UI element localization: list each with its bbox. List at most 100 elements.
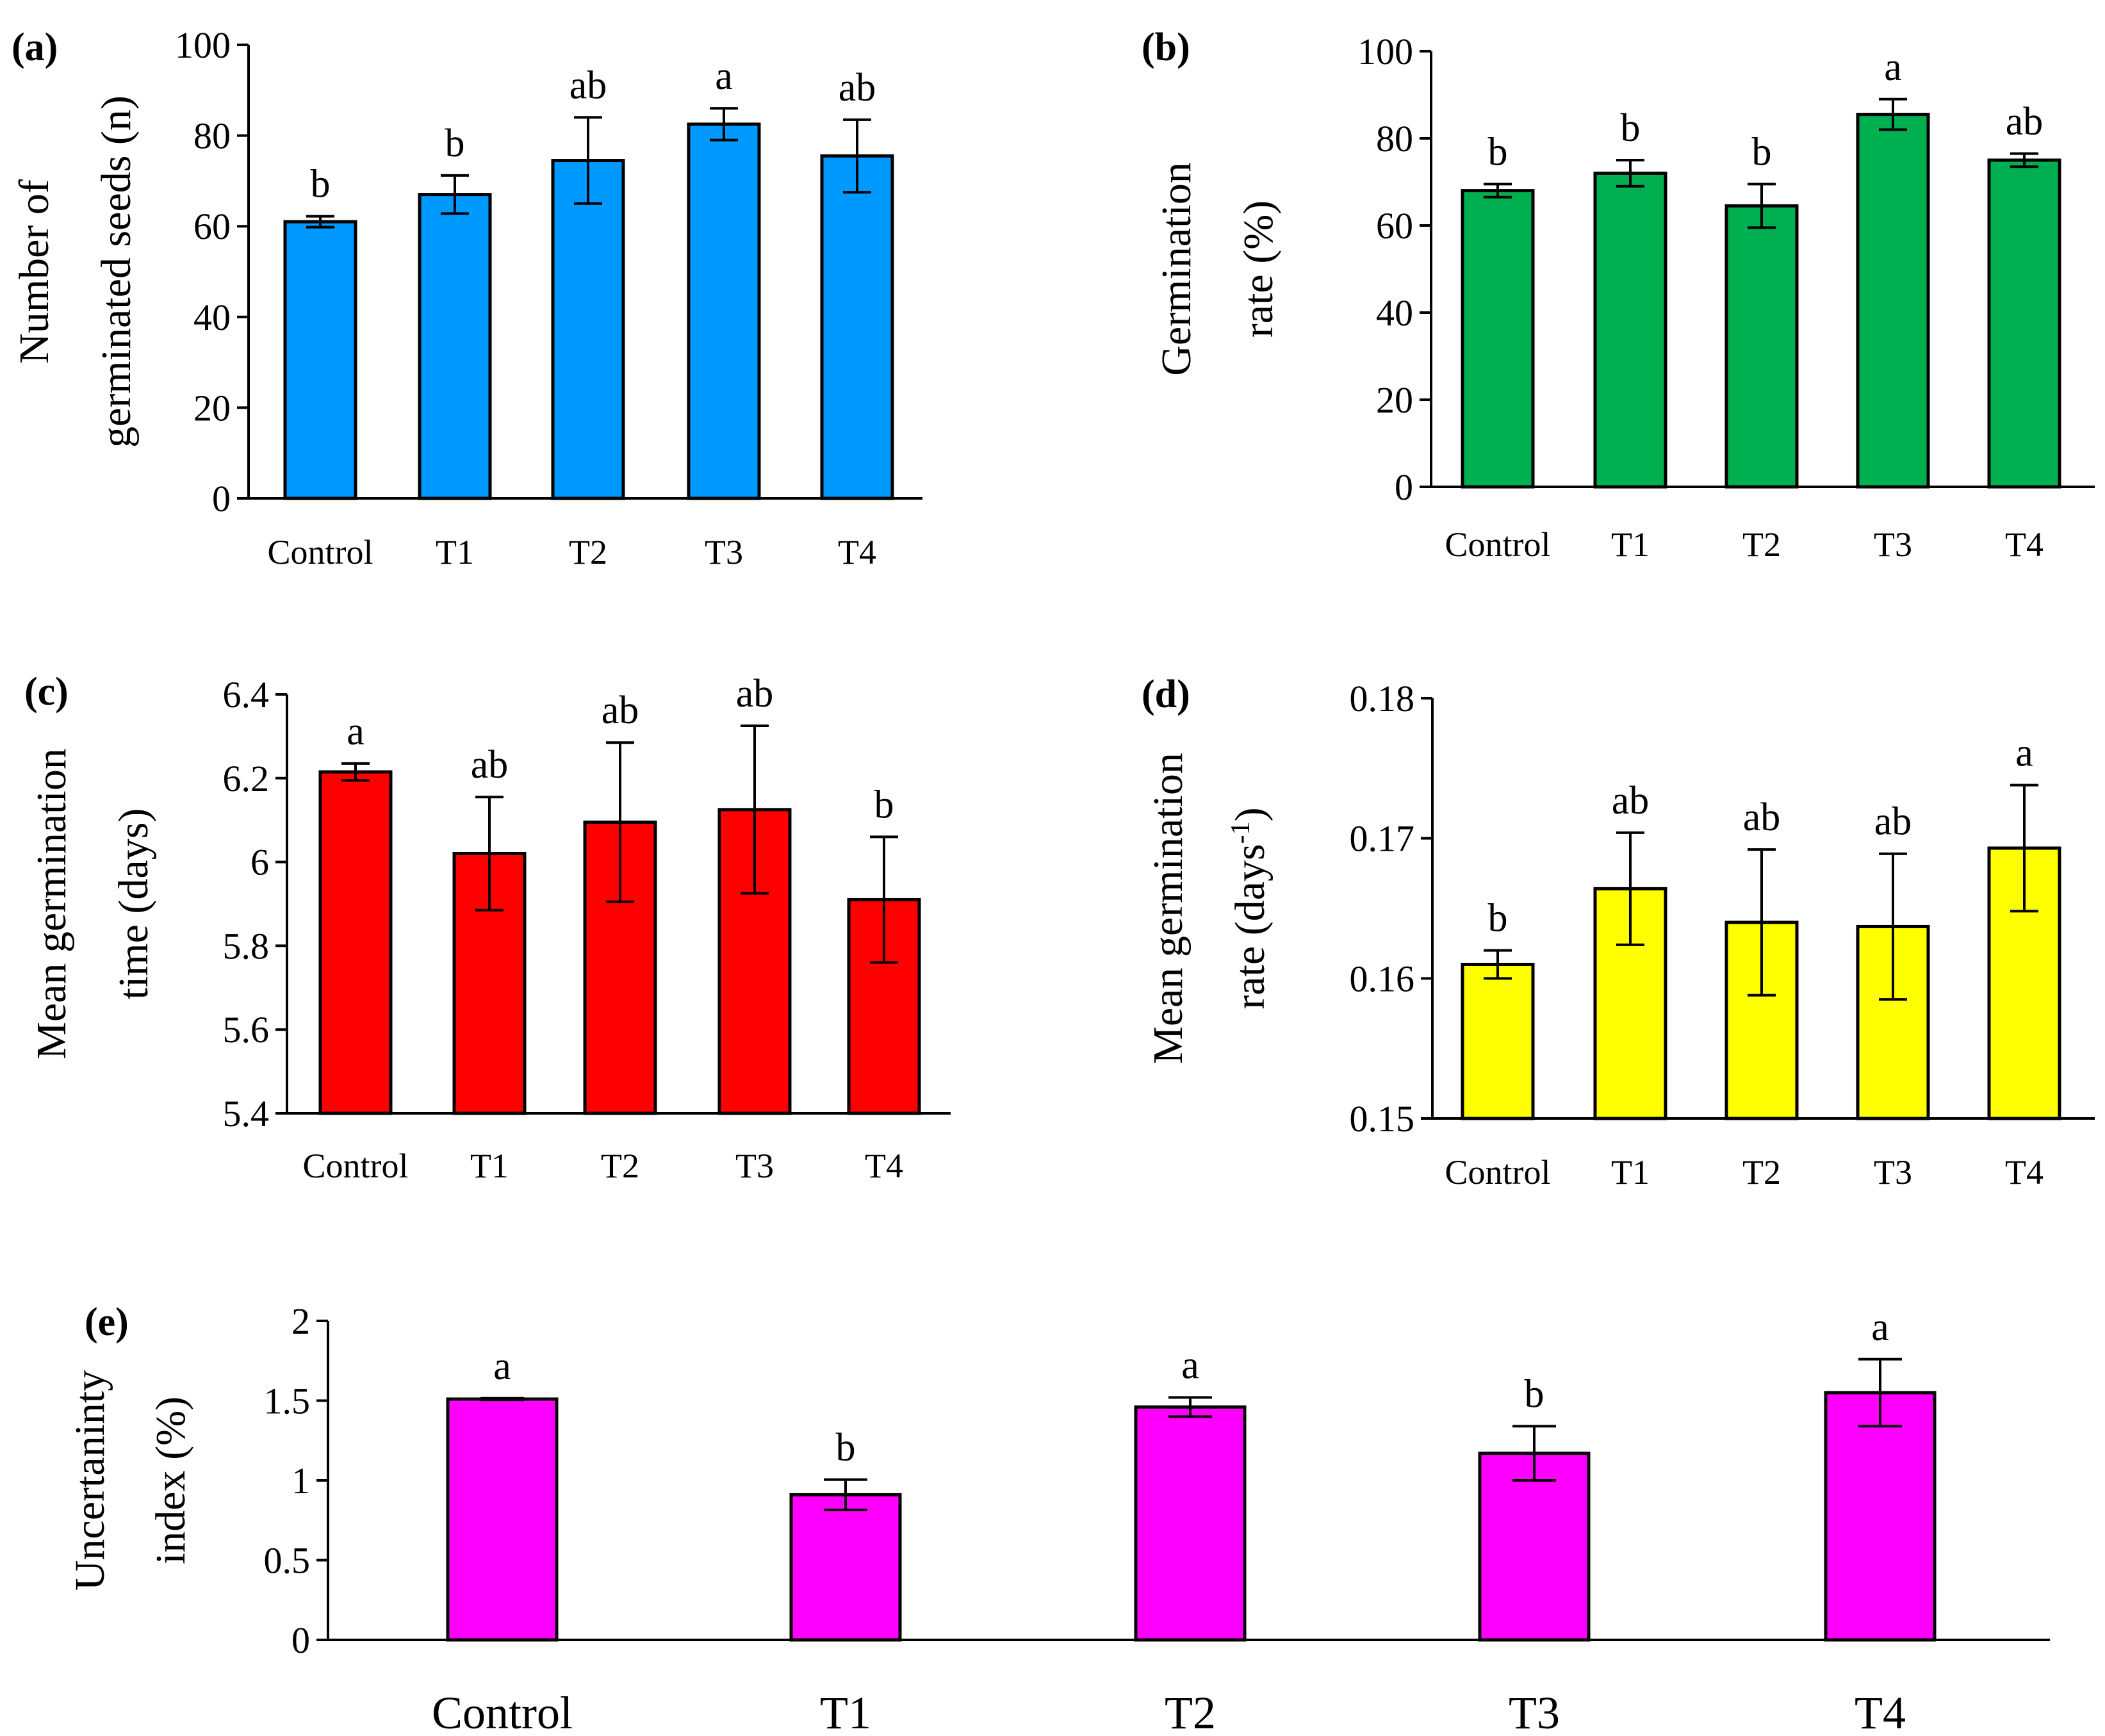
significance-letter: ab bbox=[569, 63, 607, 107]
bar-control bbox=[446, 1397, 559, 1642]
bar-t1 bbox=[418, 193, 492, 500]
panel-label: (e) bbox=[85, 1300, 129, 1344]
significance-letter: a bbox=[347, 710, 364, 753]
bar-t1 bbox=[1593, 171, 1667, 489]
y-tick-label: 60 bbox=[193, 206, 231, 247]
significance-letter: b bbox=[1488, 897, 1508, 940]
bar-t4 bbox=[1824, 1391, 1937, 1642]
y-axis-label-line: Mean germination bbox=[1145, 753, 1192, 1064]
significance-letter: a bbox=[1871, 1306, 1889, 1349]
y-tick-label: 100 bbox=[175, 24, 231, 66]
bar-control bbox=[1461, 962, 1535, 1120]
y-tick-label: 6.2 bbox=[223, 758, 270, 799]
chart-panel-c: (c) Mean germination time (days) 5.4 5.6 5.8 6… bbox=[24, 670, 951, 1185]
chart-panel-b: (b) Germination rate (%) 0 20 40 60 80 100 b Contr… bbox=[1142, 26, 2095, 564]
y-tick-label: 5.6 bbox=[223, 1009, 270, 1051]
significance-letter: b bbox=[836, 1426, 856, 1470]
y-axis-label-tail: ) bbox=[1227, 807, 1274, 821]
y-axis-label: Germination rate (%) bbox=[1153, 162, 1282, 376]
y-tick-label: 0.17 bbox=[1350, 818, 1415, 860]
x-tick-label: T4 bbox=[2005, 525, 2044, 564]
y-tick-label: 5.8 bbox=[223, 925, 270, 967]
x-tick-label: T4 bbox=[838, 533, 876, 571]
y-axis-label: Mean germination rate (days-1) bbox=[1145, 753, 1274, 1064]
y-axis-label-line: Germination bbox=[1153, 162, 1200, 376]
x-tick-label: Control bbox=[267, 533, 373, 571]
y-axis-label: Mean germination time (days) bbox=[28, 748, 157, 1060]
significance-letter: b bbox=[1752, 130, 1772, 174]
significance-letter: ab bbox=[471, 743, 509, 787]
x-tick-label: T2 bbox=[1742, 1153, 1781, 1191]
y-tick-label: 1 bbox=[291, 1460, 310, 1502]
significance-letter: b bbox=[874, 783, 894, 826]
significance-letter: b bbox=[445, 122, 465, 165]
x-tick-label: T2 bbox=[1742, 525, 1781, 564]
x-tick-label: T4 bbox=[865, 1147, 903, 1185]
significance-letter: a bbox=[2015, 732, 2033, 775]
y-tick-label: 20 bbox=[193, 387, 231, 429]
y-tick-label: 20 bbox=[1376, 379, 1413, 421]
y-axis-label-line: rate (%) bbox=[1235, 201, 1282, 338]
significance-letter: a bbox=[1181, 1344, 1199, 1388]
significance-letter: ab bbox=[2006, 100, 2044, 143]
bar-t2 bbox=[1134, 1405, 1247, 1642]
significance-letter: b bbox=[311, 163, 331, 206]
x-tick-label: T2 bbox=[1165, 1687, 1216, 1736]
significance-letter: ab bbox=[1612, 779, 1650, 823]
y-axis-label-line: Uncertaninty bbox=[67, 1370, 113, 1591]
x-tick-label: T3 bbox=[1509, 1687, 1560, 1736]
panel-label: (a) bbox=[12, 26, 58, 69]
chart-panel-a: (a) Number of germinated seeds (n) 0 20 40 60 8… bbox=[11, 24, 922, 571]
bar-t4 bbox=[1987, 158, 2061, 489]
y-tick-label: 0 bbox=[212, 478, 231, 520]
x-tick-label: T1 bbox=[470, 1147, 509, 1185]
y-axis-label-line: time (days) bbox=[110, 808, 157, 1000]
x-tick-label: T2 bbox=[601, 1147, 639, 1185]
x-tick-label: T3 bbox=[1874, 1153, 1912, 1191]
y-tick-label: 0.15 bbox=[1350, 1098, 1415, 1140]
panel-label: (c) bbox=[24, 670, 69, 714]
y-tick-label: 40 bbox=[1376, 292, 1413, 334]
x-tick-label: Control bbox=[432, 1687, 573, 1736]
x-tick-label: T1 bbox=[436, 533, 474, 571]
y-tick-label: 2 bbox=[291, 1300, 310, 1342]
y-axis-label: Number of germinated seeds (n) bbox=[11, 95, 140, 448]
bar-control bbox=[283, 220, 357, 500]
x-tick-label: Control bbox=[302, 1147, 408, 1185]
bar-t3 bbox=[1478, 1452, 1591, 1642]
y-tick-label: 0.16 bbox=[1350, 958, 1415, 999]
panel-label: (d) bbox=[1142, 673, 1190, 716]
y-axis-label-line: index (%) bbox=[147, 1396, 194, 1564]
x-tick-label: T2 bbox=[569, 533, 607, 571]
y-tick-label: 6.4 bbox=[223, 674, 270, 716]
x-tick-label: T1 bbox=[820, 1687, 871, 1736]
x-tick-label: T3 bbox=[705, 533, 743, 571]
bar-t2 bbox=[551, 159, 625, 500]
y-tick-label: 5.4 bbox=[223, 1093, 270, 1134]
significance-letter: b bbox=[1525, 1372, 1544, 1416]
y-axis-label-line: Number of bbox=[11, 179, 58, 364]
y-axis-label-line: germinated seeds (n) bbox=[93, 95, 140, 448]
bar-control bbox=[1461, 189, 1535, 489]
y-axis-label-superscript: -1 bbox=[1226, 821, 1256, 844]
chart-panel-e: (e) Uncertaninty index (%) 0 0.5 1 1.5 2 a Contro… bbox=[67, 1300, 2050, 1736]
x-tick-label: Control bbox=[1445, 525, 1550, 564]
y-tick-label: 80 bbox=[1376, 118, 1413, 160]
x-tick-label: T3 bbox=[735, 1147, 774, 1185]
x-tick-label: T1 bbox=[1611, 1153, 1650, 1191]
x-tick-label: Control bbox=[1445, 1153, 1550, 1191]
panel-label: (b) bbox=[1142, 26, 1190, 69]
chart-panel-d: (d) Mean germination rate (days-1) 0.15 0.16… bbox=[1142, 673, 2095, 1191]
y-tick-label: 0 bbox=[1395, 466, 1413, 508]
significance-letter: b bbox=[1621, 106, 1641, 150]
y-tick-label: 100 bbox=[1357, 31, 1413, 72]
bar-t2 bbox=[1724, 204, 1799, 489]
significance-letter: b bbox=[1488, 130, 1508, 174]
y-tick-label: 80 bbox=[193, 115, 231, 157]
y-axis-label-line: Mean germination bbox=[28, 748, 75, 1060]
bar-control bbox=[318, 770, 393, 1115]
significance-letter: a bbox=[1884, 45, 1902, 89]
y-tick-label: 0.18 bbox=[1350, 678, 1415, 719]
bar-t3 bbox=[1856, 113, 1930, 489]
